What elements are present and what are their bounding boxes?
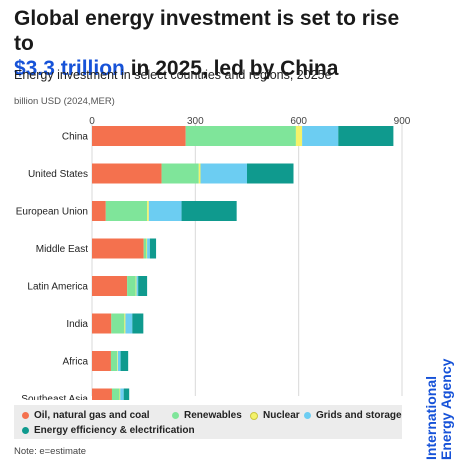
bar-segment — [110, 351, 118, 371]
bar-chart: 0 300 600 900 China United States European Uni… — [16, 116, 411, 400]
bar-segment — [120, 388, 124, 400]
bar-segment — [125, 313, 133, 334]
legend-item-renewables: Renewables — [172, 410, 242, 421]
bar-segment — [124, 313, 126, 334]
title-part-1: Global energy investment is set to rise … — [14, 7, 400, 55]
bar-segment — [185, 126, 296, 146]
bar-segment — [148, 201, 182, 221]
bar-segment — [92, 201, 106, 221]
bar-segment — [247, 163, 294, 184]
bar-segment — [135, 276, 137, 296]
bar-segment — [138, 276, 148, 296]
legend-item-oil: Oil, natural gas and coal — [22, 410, 150, 421]
bar-segment — [123, 388, 130, 400]
legend-dot-icon — [22, 427, 29, 434]
category-label: China — [62, 132, 89, 143]
title-highlight: $3.3 trillion — [14, 57, 125, 80]
bar-segment — [111, 388, 120, 400]
bar-segment — [149, 238, 157, 259]
iea-logo: International Energy Agency — [423, 350, 454, 460]
title-part-2: in 2025, led by China — [124, 57, 339, 80]
bar-segment — [198, 163, 201, 184]
logo-line-2: Energy Agency — [438, 358, 454, 460]
bar-segment — [92, 351, 111, 371]
legend-item-nuclear: Nuclear — [250, 410, 300, 421]
bar-segment — [92, 163, 162, 184]
bar-segment — [92, 126, 186, 146]
bar-segment — [92, 313, 112, 334]
bar-segment — [117, 351, 121, 371]
bar-segment — [302, 126, 339, 146]
legend-label: Nuclear — [263, 410, 300, 421]
x-tick-label: 0 — [89, 116, 95, 127]
bar-segment — [147, 201, 149, 221]
bar-segment — [120, 351, 129, 371]
bar-segment — [181, 201, 237, 221]
category-label: India — [66, 319, 88, 330]
bar-segment — [105, 201, 148, 221]
bar-segment — [200, 163, 247, 184]
legend-label: Oil, natural gas and coal — [34, 410, 150, 421]
bar-segment — [146, 238, 148, 259]
bar-segment — [92, 276, 128, 296]
bar-segment — [127, 276, 136, 296]
bar-segment — [143, 238, 147, 259]
legend-dot-icon — [304, 412, 311, 419]
chart-title: Global energy investment is set to rise … — [14, 6, 414, 81]
category-label: United States — [28, 169, 88, 180]
legend-dot-icon — [172, 412, 179, 419]
bar-segment — [295, 126, 303, 146]
bar-segment — [132, 313, 144, 334]
unit-label: billion USD (2024,MER) — [14, 96, 115, 107]
legend-item-efficiency: Energy efficiency & electrification — [22, 425, 195, 436]
logo-line-1: International — [423, 375, 439, 460]
legend-label: Renewables — [184, 410, 242, 421]
footnote: Note: e=estimate — [14, 446, 87, 457]
legend-label: Energy efficiency & electrification — [34, 425, 195, 436]
category-label: Middle East — [36, 244, 88, 255]
legend-dot-icon — [22, 412, 29, 419]
legend-item-grids: Grids and storage — [304, 410, 402, 421]
bar-segment — [111, 313, 125, 334]
category-label: Africa — [62, 357, 88, 368]
bar-segment — [92, 388, 112, 400]
legend-dot-icon — [250, 411, 258, 420]
chart-subtitle: Energy investment in select countries an… — [14, 68, 332, 82]
chart-legend: Oil, natural gas and coal Renewables Nuc… — [14, 405, 402, 439]
bar-segment — [92, 238, 144, 259]
legend-label: Grids and storage — [316, 410, 402, 421]
bar-segment — [117, 351, 118, 371]
bar-segment — [119, 388, 121, 400]
category-label: Southeast Asia — [21, 394, 88, 400]
bar-segment — [136, 276, 139, 296]
x-tick-label: 300 — [187, 116, 204, 127]
bar-segment — [147, 238, 150, 259]
bar-segment — [161, 163, 199, 184]
category-label: European Union — [16, 207, 88, 218]
x-tick-label: 600 — [290, 116, 307, 127]
x-tick-label: 900 — [394, 116, 411, 127]
bar-segment — [338, 126, 394, 146]
category-label: Latin America — [27, 282, 88, 293]
